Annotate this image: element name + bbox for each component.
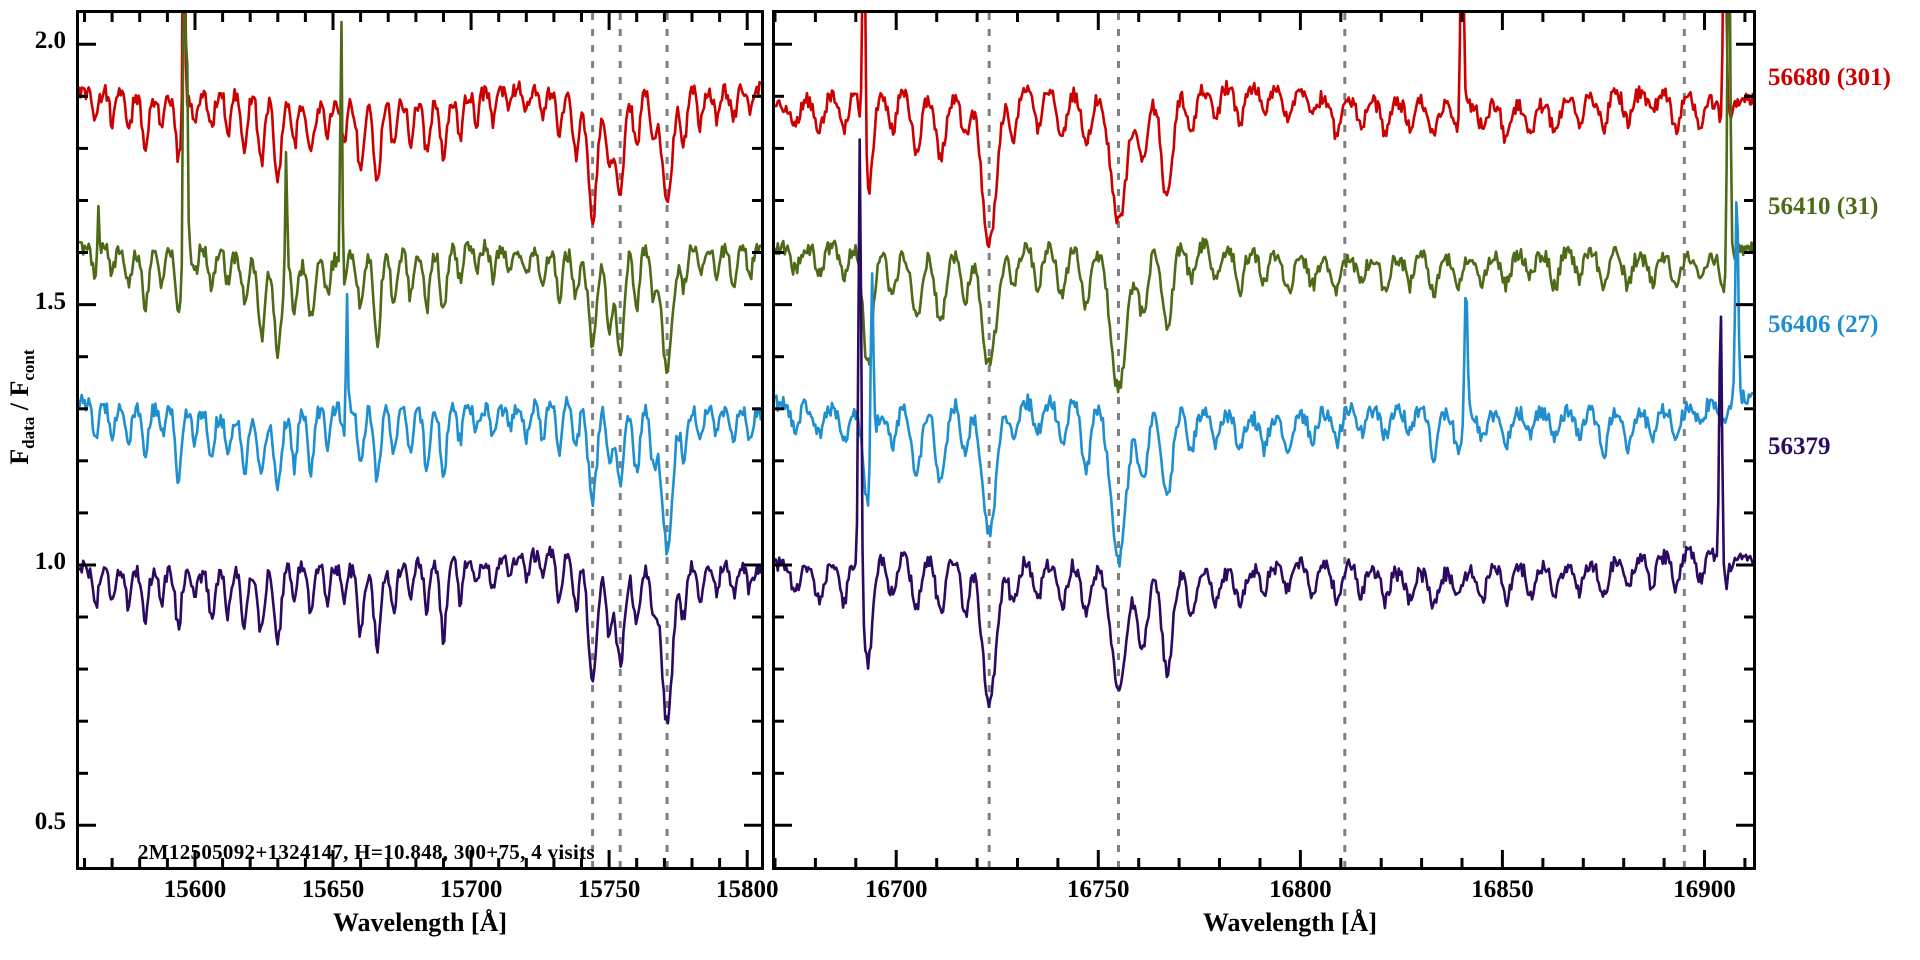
y-tick-label: 1.0 [34,547,66,575]
target-annotation: 2M12505092+1324147, H=10.848, 300+75, 4 … [138,840,595,864]
left-panel-plot [79,13,761,867]
y-tick-label: 0.5 [34,808,66,836]
left-spectrum-panel [76,10,764,870]
right-panel-plot [775,13,1753,867]
x-tick-label: 15700 [439,876,503,903]
y-axis-title-f-data: F [4,448,34,465]
x-tick-label: 16850 [1471,876,1534,903]
x-tick-label: 15600 [163,876,227,903]
spectrum-trace [775,201,1753,568]
x-tick-label: 16750 [1067,876,1130,903]
x-tick-label: 15800 [715,876,779,903]
right-spectrum-panel [772,10,1756,870]
x-tick-label: 16800 [1269,876,1332,903]
x-axis-title-left: Wavelength [Å] [332,908,508,937]
y-tick-label: 1.5 [34,287,66,315]
series-label: 56410 (31) [1768,193,1879,220]
spectrum-trace [775,13,1753,249]
x-tick-label: 15650 [301,876,365,903]
spectrum-trace [79,545,761,725]
y-axis-title-divider: / F [4,380,34,417]
spectrum-trace [79,13,761,226]
series-label: 56680 (301) [1768,64,1891,91]
x-tick-label: 15750 [577,876,641,903]
x-tick-label: 16700 [864,876,928,903]
y-tick-label: 2.0 [34,27,66,55]
spectrum-trace [79,292,761,556]
spectrum-trace [79,13,761,375]
y-axis-title-sub-cont: cont [19,349,39,381]
y-axis-title-sub-data: data [19,416,39,449]
series-label: 56379 [1768,433,1831,460]
spectrum-trace [775,138,1753,709]
series-label: 56406 (27) [1768,311,1879,338]
spectrum-trace [775,13,1753,394]
x-axis-title-right: Wavelength [Å] [1202,908,1378,937]
x-tick-label: 16900 [1673,876,1736,903]
